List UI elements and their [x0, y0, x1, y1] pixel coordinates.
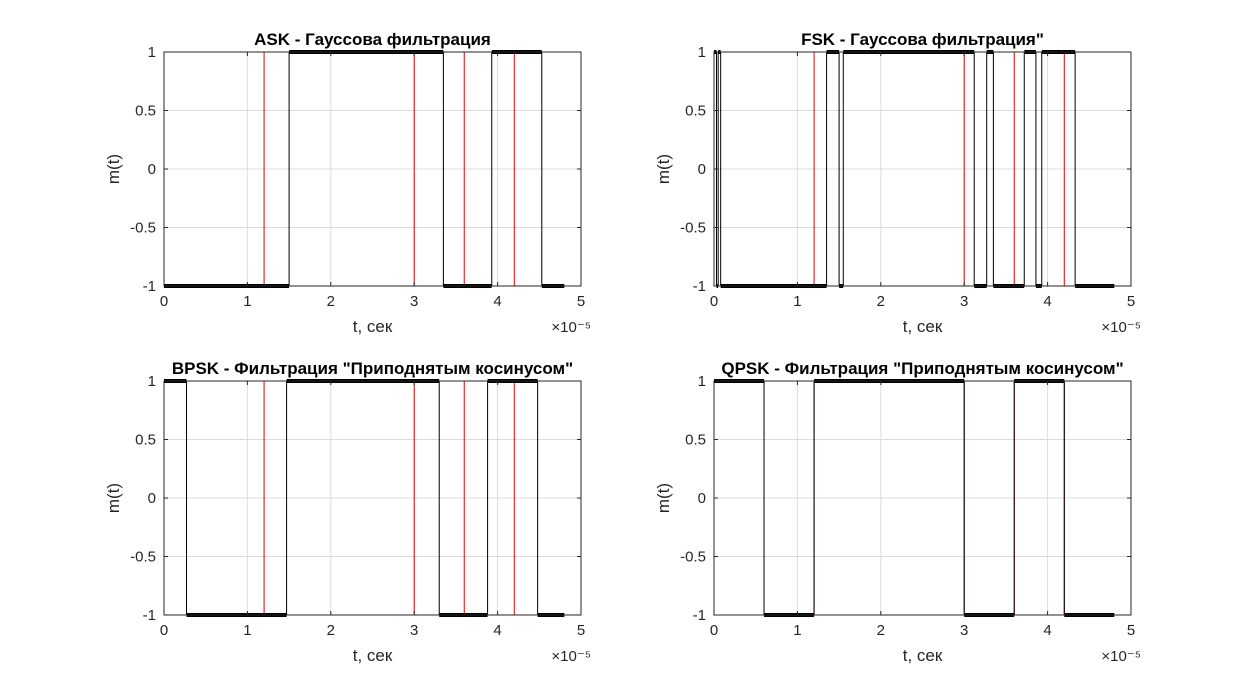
y-tick-label: 1 [698, 373, 706, 390]
y-tick-label: -0.5 [680, 220, 706, 237]
y-tick-label: 0.5 [135, 432, 156, 449]
x-tick-label: 3 [410, 622, 418, 639]
x-axis-exponent: ×10⁻⁵ [1101, 648, 1141, 665]
series-line-2 [164, 380, 565, 616]
x-axis-label: t, сек [903, 646, 943, 665]
chart-title: ASK - Гауссова фильтрация [254, 30, 491, 49]
x-tick-label: 2 [877, 622, 885, 639]
series-line-2 [714, 380, 1115, 616]
chart-title: FSK - Гауссова фильтрация" [801, 30, 1044, 49]
x-axis-label: t, сек [903, 317, 943, 336]
x-axis-exponent: ×10⁻⁵ [551, 319, 591, 336]
y-axis-label: m(t) [654, 483, 673, 513]
x-axis-exponent: ×10⁻⁵ [551, 648, 591, 665]
x-tick-label: 5 [577, 293, 585, 310]
x-tick-label: 1 [793, 622, 801, 639]
y-tick-label: 0 [698, 161, 706, 178]
y-tick-label: -1 [693, 607, 706, 624]
y-tick-label: -1 [143, 607, 156, 624]
x-tick-label: 5 [1127, 293, 1135, 310]
x-axis-exponent: ×10⁻⁵ [1101, 319, 1141, 336]
x-tick-label: 0 [710, 293, 718, 310]
x-tick-label: 3 [410, 293, 418, 310]
chart-title: BPSK - Фильтрация "Приподнятым косинусом… [172, 359, 573, 378]
y-tick-label: -1 [693, 278, 706, 295]
y-axis-label: m(t) [104, 154, 123, 184]
subplot-1: 0 1 2 3 4 5 -1 -0.5 0 0.5 1 ASK - Гауссова фильтрац… [104, 30, 591, 336]
x-tick-label: 2 [327, 622, 335, 639]
subplot-2: 0 1 2 3 4 5 -1 -0.5 0 0.5 1 FSK - Гауссова фильтрац… [654, 30, 1141, 336]
x-tick-label: 0 [710, 622, 718, 639]
y-tick-label: -0.5 [130, 220, 156, 237]
x-tick-label: 3 [960, 293, 968, 310]
x-tick-label: 2 [327, 293, 335, 310]
x-tick-label: 4 [1043, 293, 1051, 310]
y-tick-label: 1 [148, 44, 156, 61]
x-tick-label: 3 [960, 622, 968, 639]
y-tick-label: 1 [148, 373, 156, 390]
x-tick-label: 4 [493, 622, 501, 639]
y-tick-label: -0.5 [680, 549, 706, 566]
x-tick-label: 0 [160, 622, 168, 639]
subplot-3: 0 1 2 3 4 5 -1 -0.5 0 0.5 1 BPSK - Фильтрация "Прип… [104, 359, 591, 665]
x-tick-label: 4 [493, 293, 501, 310]
x-tick-label: 2 [877, 293, 885, 310]
x-tick-label: 1 [243, 622, 251, 639]
x-tick-label: 0 [160, 293, 168, 310]
y-axis-label: m(t) [654, 154, 673, 184]
x-axis-label: t, сек [353, 317, 393, 336]
x-tick-label: 5 [577, 622, 585, 639]
y-tick-label: 0.5 [135, 103, 156, 120]
x-tick-label: 5 [1127, 622, 1135, 639]
y-tick-label: 0 [148, 161, 156, 178]
y-tick-label: 0.5 [685, 432, 706, 449]
x-axis-label: t, сек [353, 646, 393, 665]
chart-title: QPSK - Фильтрация "Приподнятым косинусом… [721, 359, 1123, 378]
y-tick-label: 0.5 [685, 103, 706, 120]
y-tick-label: 0 [148, 490, 156, 507]
y-tick-label: 1 [698, 44, 706, 61]
y-tick-label: 0 [698, 490, 706, 507]
x-tick-label: 1 [243, 293, 251, 310]
y-tick-label: -0.5 [130, 549, 156, 566]
y-axis-label: m(t) [104, 483, 123, 513]
subplot-4: 0 1 2 3 4 5 -1 -0.5 0 0.5 1 QPSK - Фильтрация "Прип… [654, 359, 1141, 665]
y-tick-label: -1 [143, 278, 156, 295]
x-tick-label: 1 [793, 293, 801, 310]
x-tick-label: 4 [1043, 622, 1051, 639]
